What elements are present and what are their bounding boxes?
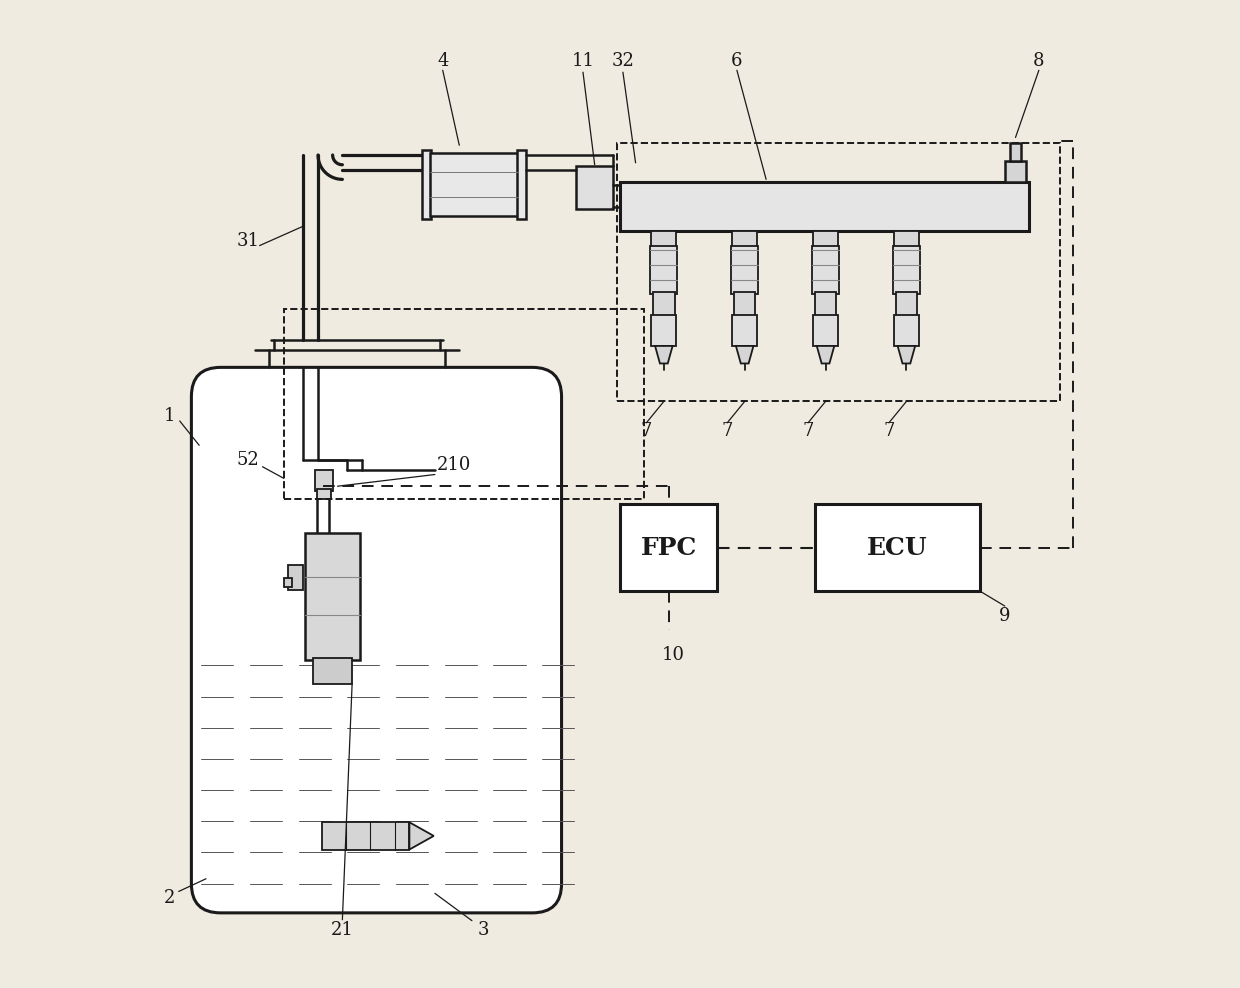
FancyBboxPatch shape xyxy=(191,368,562,913)
Bar xyxy=(430,153,518,216)
Text: 52: 52 xyxy=(237,451,259,469)
Polygon shape xyxy=(655,346,672,364)
Text: 1: 1 xyxy=(164,407,176,425)
Bar xyxy=(650,246,677,294)
Text: 7: 7 xyxy=(722,422,733,440)
Bar xyxy=(284,578,291,588)
Bar xyxy=(517,150,526,219)
Bar xyxy=(815,504,981,592)
Text: 4: 4 xyxy=(436,51,449,69)
Bar xyxy=(305,533,360,660)
Text: 10: 10 xyxy=(662,646,684,664)
Bar xyxy=(1004,161,1027,182)
Polygon shape xyxy=(817,346,835,364)
Bar xyxy=(815,292,836,317)
Bar xyxy=(653,292,675,317)
Bar xyxy=(732,231,758,247)
Bar xyxy=(895,292,918,317)
Text: 31: 31 xyxy=(237,232,259,250)
Bar xyxy=(620,504,718,592)
Text: 210: 210 xyxy=(438,455,471,474)
Bar xyxy=(577,166,614,208)
Bar xyxy=(894,315,919,346)
Bar xyxy=(651,315,677,346)
Bar xyxy=(813,231,838,247)
Bar xyxy=(618,143,1060,401)
Bar xyxy=(423,150,432,219)
Text: 8: 8 xyxy=(1033,51,1044,69)
Bar xyxy=(812,246,839,294)
Bar xyxy=(894,231,919,247)
Bar xyxy=(321,822,409,850)
Text: 7: 7 xyxy=(802,422,813,440)
Bar xyxy=(1009,143,1022,161)
Polygon shape xyxy=(409,822,434,850)
Polygon shape xyxy=(898,346,915,364)
Bar xyxy=(732,315,758,346)
Bar xyxy=(288,564,304,590)
Bar xyxy=(813,315,838,346)
Text: 6: 6 xyxy=(732,51,743,69)
Bar xyxy=(284,309,645,499)
Text: 21: 21 xyxy=(331,922,353,940)
Bar xyxy=(314,658,352,684)
Polygon shape xyxy=(735,346,754,364)
Bar xyxy=(317,489,331,499)
Bar xyxy=(732,246,759,294)
Text: ECU: ECU xyxy=(867,535,928,559)
Bar xyxy=(651,231,677,247)
Text: 11: 11 xyxy=(572,51,594,69)
Text: 9: 9 xyxy=(999,607,1011,624)
Bar xyxy=(893,246,920,294)
Text: 7: 7 xyxy=(641,422,652,440)
Text: FPC: FPC xyxy=(641,535,697,559)
Bar xyxy=(620,182,1029,231)
Bar xyxy=(734,292,755,317)
Text: 32: 32 xyxy=(611,51,635,69)
Bar xyxy=(315,469,332,491)
Text: 2: 2 xyxy=(164,889,176,907)
Text: 7: 7 xyxy=(883,422,894,440)
Text: 3: 3 xyxy=(477,922,490,940)
